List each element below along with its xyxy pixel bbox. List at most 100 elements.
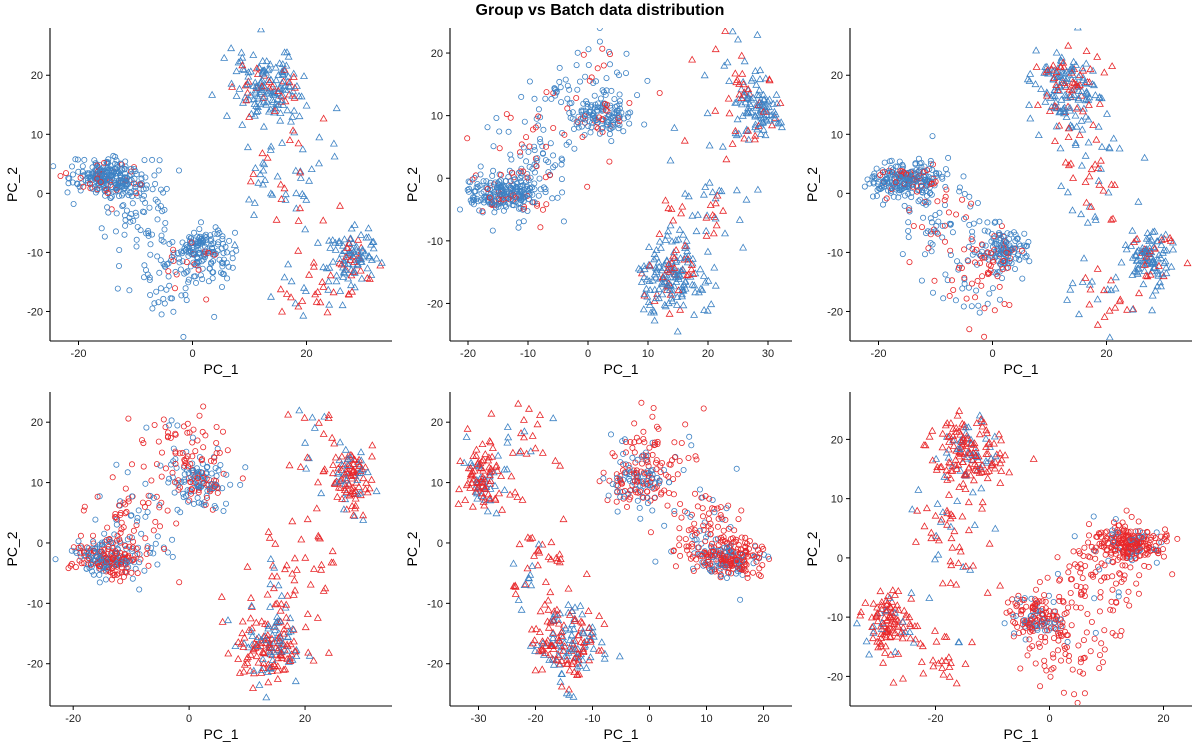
data-point-triangle [278, 78, 287, 86]
data-point-triangle [361, 249, 370, 257]
data-point-triangle [342, 481, 350, 489]
data-point-circle [157, 186, 164, 193]
data-point-circle [647, 470, 654, 477]
data-point-triangle [344, 290, 353, 298]
data-point-circle [132, 183, 139, 190]
data-point-triangle [1131, 251, 1140, 259]
data-point-triangle [1060, 81, 1069, 89]
data-point-triangle [364, 233, 373, 241]
data-point-circle [690, 568, 697, 575]
data-point-circle [521, 118, 528, 125]
data-point-triangle [220, 53, 229, 61]
data-point-circle [551, 85, 558, 92]
data-point-triangle [300, 72, 308, 79]
data-point-triangle [1088, 79, 1097, 87]
data-point-circle [629, 478, 636, 485]
data-point-circle [210, 240, 217, 247]
data-point-triangle [739, 80, 748, 88]
data-point-triangle [329, 460, 338, 468]
data-point-triangle [263, 153, 272, 161]
data-point-circle [906, 259, 913, 266]
data-point-triangle [570, 668, 579, 675]
data-point-triangle [273, 617, 282, 625]
data-point-circle [104, 204, 111, 211]
data-point-triangle [683, 271, 691, 279]
data-point-circle [176, 259, 183, 266]
data-point-triangle [558, 669, 566, 677]
data-point-circle [596, 478, 603, 485]
data-point-circle [626, 120, 633, 127]
data-point-triangle [491, 495, 500, 503]
data-point-circle [671, 507, 678, 514]
data-point-triangle [539, 650, 548, 658]
data-point-triangle [283, 591, 292, 599]
data-point-triangle [660, 271, 669, 279]
data-point-circle [586, 109, 593, 116]
data-point-circle [914, 188, 921, 195]
data-point-triangle [1068, 206, 1077, 214]
data-point-triangle [773, 99, 781, 107]
data-point-circle [909, 168, 916, 175]
data-point-circle [200, 252, 207, 259]
data-point-circle [1152, 542, 1159, 549]
data-point-triangle [700, 305, 709, 314]
data-point-circle [502, 201, 509, 208]
data-point-triangle [681, 241, 689, 249]
data-point-circle [925, 173, 932, 180]
data-point-circle [698, 540, 705, 547]
data-point-circle [190, 480, 197, 487]
data-point-circle [920, 169, 927, 176]
data-point-circle [211, 454, 218, 461]
data-point-triangle [549, 628, 558, 636]
data-point-triangle [274, 645, 282, 653]
data-point-triangle [246, 614, 255, 622]
data-point-triangle [1127, 241, 1136, 249]
data-point-triangle [328, 433, 337, 441]
data-point-circle [575, 119, 582, 126]
data-point-circle [1066, 563, 1073, 570]
data-point-circle [134, 518, 141, 525]
data-point-circle [172, 431, 179, 438]
data-point-circle [600, 475, 607, 482]
x-tick-label: 20 [299, 713, 311, 725]
data-point-circle [157, 462, 164, 469]
data-point-circle [742, 534, 749, 541]
data-point-triangle [307, 165, 316, 173]
data-point-circle [1084, 611, 1091, 618]
data-point-triangle [555, 660, 564, 668]
data-point-circle [534, 155, 541, 162]
data-point-circle [182, 285, 189, 292]
data-point-circle [908, 194, 915, 201]
data-point-triangle [1057, 53, 1066, 61]
data-point-triangle [1068, 93, 1077, 101]
data-point-triangle [1154, 261, 1163, 269]
data-point-triangle [271, 539, 280, 547]
data-point-circle [913, 171, 920, 178]
data-point-triangle [674, 286, 683, 294]
data-point-triangle [326, 271, 335, 279]
data-point-triangle [253, 106, 262, 114]
data-point-circle [688, 442, 695, 449]
data-point-triangle [250, 99, 259, 107]
data-point-circle [548, 95, 555, 102]
data-point-circle [584, 103, 591, 110]
data-point-triangle [339, 272, 348, 281]
data-point-circle [905, 234, 912, 241]
data-point-circle [600, 469, 607, 476]
data-point-circle [1027, 613, 1034, 620]
data-point-circle [1010, 618, 1017, 625]
data-point-triangle [1050, 74, 1059, 81]
data-point-triangle [543, 636, 552, 644]
data-point-triangle [361, 463, 370, 471]
y-tick-label: 20 [31, 417, 43, 429]
data-point-circle [890, 169, 897, 176]
data-point-circle [606, 131, 613, 138]
data-point-triangle [1078, 125, 1087, 133]
data-point-triangle [343, 243, 352, 251]
data-point-circle [128, 512, 135, 519]
data-point-circle [1169, 571, 1176, 578]
data-point-circle [1153, 559, 1160, 566]
data-point-circle [573, 62, 580, 69]
data-point-circle [130, 527, 137, 534]
data-point-triangle [762, 115, 771, 123]
